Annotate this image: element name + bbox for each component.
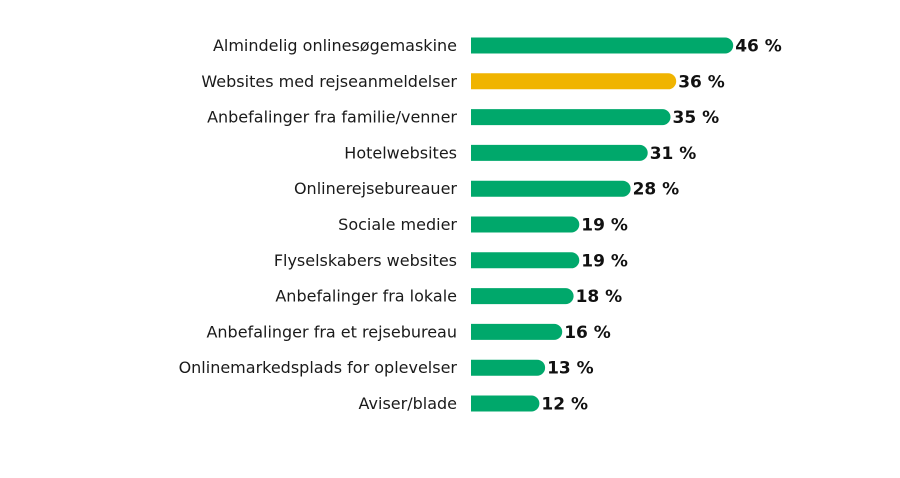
bar: [471, 37, 734, 54]
bar: [471, 359, 546, 376]
value-label: 35 %: [673, 108, 720, 128]
value-label: 19 %: [581, 216, 628, 236]
bar: [471, 73, 677, 90]
bar: [471, 323, 563, 340]
bars: [471, 37, 734, 412]
category-label: Almindelig onlinesøgemaskine: [213, 36, 457, 55]
bar: [471, 144, 648, 161]
category-label: Flyselskabers websites: [274, 251, 457, 270]
value-label: 31 %: [650, 144, 697, 164]
category-label: Websites med rejseanmeldelser: [201, 72, 457, 91]
category-label: Anbefalinger fra lokale: [275, 287, 457, 306]
bar: [471, 252, 580, 269]
category-label: Onlinerejsebureauer: [294, 179, 457, 198]
value-label: 18 %: [576, 287, 623, 307]
category-label: Anbefalinger fra et rejsebureau: [206, 322, 457, 341]
category-label: Hotelwebsites: [344, 143, 457, 162]
bar: [471, 216, 580, 233]
value-label: 13 %: [547, 359, 594, 379]
bar: [471, 288, 574, 305]
category-label: Anbefalinger fra familie/venner: [207, 108, 457, 127]
bar: [471, 180, 631, 197]
bar: [471, 109, 671, 126]
value-labels: 46 %36 %35 %31 %28 %19 %19 %18 %16 %13 %…: [541, 37, 781, 415]
bar: [471, 395, 540, 412]
value-label: 19 %: [581, 251, 628, 271]
value-label: 46 %: [735, 37, 782, 57]
category-labels: Almindelig onlinesøgemaskine Websites med…: [179, 36, 458, 413]
value-label: 16 %: [564, 323, 611, 343]
value-label: 36 %: [678, 72, 725, 92]
category-label: Onlinemarkedsplads for oplevelser: [179, 358, 458, 377]
category-label: Aviser/blade: [359, 394, 457, 413]
value-label: 28 %: [633, 180, 680, 200]
category-label: Sociale medier: [338, 215, 457, 234]
value-label: 12 %: [541, 395, 588, 415]
